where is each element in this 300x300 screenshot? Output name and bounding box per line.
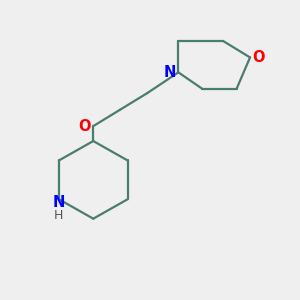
Text: H: H [54, 209, 64, 222]
Text: N: N [53, 195, 65, 210]
Text: O: O [252, 50, 265, 65]
Text: N: N [163, 65, 176, 80]
Text: O: O [78, 118, 91, 134]
